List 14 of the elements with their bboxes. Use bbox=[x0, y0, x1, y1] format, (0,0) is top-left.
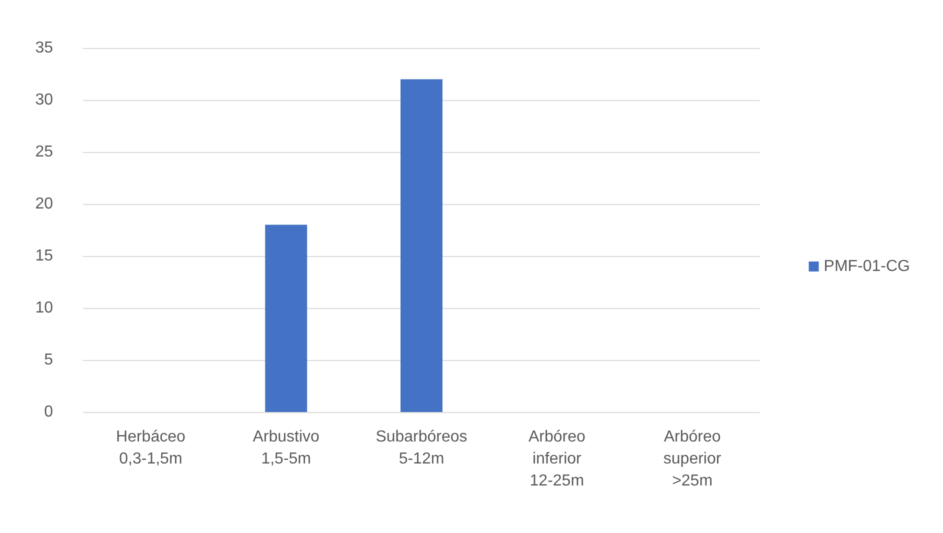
y-tick-label: 15 bbox=[35, 248, 54, 264]
y-tick-label: 10 bbox=[35, 300, 54, 316]
y-tick-label: 35 bbox=[35, 40, 54, 56]
y-tick-label: 5 bbox=[44, 352, 54, 368]
y-tick-label: 0 bbox=[44, 404, 54, 420]
x-tick-label: Subarbóreos 5-12m bbox=[376, 428, 468, 468]
y-tick-label: 30 bbox=[35, 92, 54, 108]
x-tick-label: Herbáceo 0,3-1,5m bbox=[116, 428, 186, 468]
x-tick-label: Arbóreo superior >25m bbox=[663, 428, 722, 490]
legend-label: PMF-01-CG bbox=[824, 258, 910, 275]
x-tick-label: Arbustivo 1,5-5m bbox=[252, 428, 320, 468]
y-tick-label: 20 bbox=[35, 196, 54, 212]
x-tick-label: Arbóreo inferior 12-25m bbox=[528, 428, 586, 490]
y-tick-label: 25 bbox=[35, 144, 54, 160]
